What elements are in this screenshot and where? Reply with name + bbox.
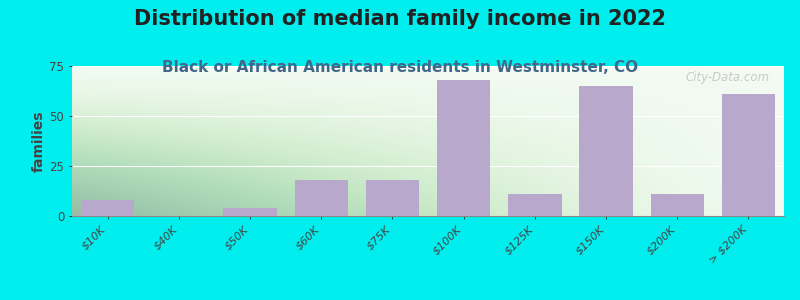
Text: City-Data.com: City-Data.com xyxy=(686,70,770,83)
Bar xyxy=(437,80,490,216)
Bar xyxy=(508,194,562,216)
Bar xyxy=(294,180,348,216)
Bar xyxy=(579,86,633,216)
Text: Distribution of median family income in 2022: Distribution of median family income in … xyxy=(134,9,666,29)
Bar xyxy=(81,200,134,216)
Y-axis label: families: families xyxy=(31,110,46,172)
Bar xyxy=(223,208,277,216)
Bar xyxy=(650,194,704,216)
Bar xyxy=(366,180,419,216)
Text: Black or African American residents in Westminster, CO: Black or African American residents in W… xyxy=(162,60,638,75)
Bar xyxy=(722,94,775,216)
